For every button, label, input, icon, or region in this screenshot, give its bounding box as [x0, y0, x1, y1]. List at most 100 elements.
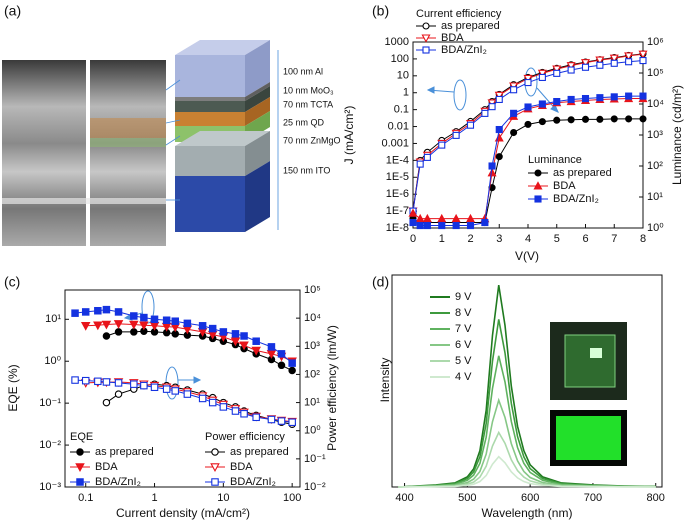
legend-marker [75, 463, 85, 472]
sem-overlay [90, 138, 166, 147]
marker [553, 69, 561, 77]
marker [566, 62, 576, 71]
x-tick-label: 10 [217, 492, 229, 504]
panel-label: (b) [372, 3, 389, 19]
y-tick-label: 0.1 [394, 104, 409, 116]
x-tick-label: 100 [283, 492, 301, 504]
series-line [398, 455, 656, 488]
marker [567, 116, 575, 124]
marker [523, 74, 533, 84]
marker [638, 50, 648, 59]
y-tick-label: 1E-6 [386, 188, 409, 200]
y-tick-label: 1E-7 [386, 205, 409, 217]
marker [610, 115, 618, 123]
marker [240, 332, 248, 340]
y2-axis-title: Luminance (cd/m²) [670, 85, 684, 185]
marker [595, 56, 605, 65]
legend-label: as prepared [553, 167, 612, 179]
marker [610, 59, 618, 67]
marker [130, 312, 138, 320]
marker [130, 328, 138, 336]
marker [596, 61, 604, 69]
marker [277, 417, 286, 425]
marker [488, 162, 496, 170]
marker [94, 377, 102, 386]
marker [114, 328, 123, 336]
x-axis-title: V(V) [515, 249, 539, 263]
marker [408, 208, 418, 217]
y2-tick-label: 10⁻² [304, 481, 326, 493]
y-axis-title: J (mA/cm²) [342, 106, 356, 165]
sem-layer [2, 198, 166, 204]
legend-label: BDA [95, 461, 118, 473]
legend-label: 7 V [455, 323, 472, 335]
marker [625, 115, 633, 123]
legend-marker [210, 463, 220, 472]
marker [140, 381, 148, 390]
legend-marker [211, 448, 219, 456]
marker [524, 78, 532, 87]
marker [481, 218, 489, 227]
layer-label: 25 nm QD [283, 117, 325, 127]
marker [423, 153, 431, 161]
y-axis-title: EQE (%) [6, 364, 20, 411]
legend-label: 8 V [455, 307, 472, 319]
marker [114, 390, 123, 398]
marker [219, 328, 228, 336]
marker [251, 346, 261, 356]
marker [610, 93, 618, 101]
marker [495, 95, 503, 104]
marker [538, 118, 546, 126]
marker [625, 92, 633, 100]
panel-label: (a) [4, 3, 21, 19]
marker [162, 385, 171, 393]
marker [81, 376, 90, 385]
marker [609, 54, 619, 63]
marker [183, 319, 192, 328]
marker [416, 160, 424, 168]
marker [171, 317, 179, 325]
x-tick-label: 800 [647, 492, 665, 504]
marker [567, 95, 575, 104]
marker [524, 103, 532, 111]
marker [208, 324, 217, 333]
marker [415, 213, 425, 223]
marker [267, 415, 276, 424]
marker [639, 56, 647, 65]
marker [537, 69, 547, 79]
arrows [165, 50, 279, 230]
x-tick-label: 6 [582, 233, 588, 245]
legend-label: as prepared [230, 446, 289, 458]
x-tick-label: 700 [584, 492, 602, 504]
marker [80, 322, 91, 331]
marker [538, 100, 546, 108]
marker [266, 350, 277, 359]
layer-top [175, 40, 270, 55]
legend-title: Current efficiency [416, 8, 502, 20]
marker [267, 343, 276, 351]
marker [81, 308, 90, 316]
y2-tick-label: 10⁴ [304, 312, 321, 324]
marker [252, 413, 260, 422]
marker [114, 308, 123, 316]
y2-tick-label: 10² [647, 160, 663, 172]
legend-marker [534, 195, 542, 203]
y2-tick-label: 10⁴ [647, 98, 664, 110]
marker [71, 309, 79, 317]
y2-tick-label: 10¹ [304, 396, 320, 408]
marker [288, 359, 296, 367]
x-tick-label: 600 [521, 492, 539, 504]
y-tick-label: 1 [403, 87, 409, 99]
marker [252, 337, 260, 345]
x-tick-label: 4 [525, 233, 531, 245]
x-tick-label: 7 [611, 233, 617, 245]
sem-image [90, 60, 166, 246]
layer-side [245, 97, 270, 126]
marker [416, 221, 424, 230]
marker [538, 73, 546, 82]
marker [624, 52, 634, 61]
layer-label: 100 nm Al [283, 66, 323, 76]
legend-label: as prepared [441, 20, 500, 32]
marker [553, 97, 561, 106]
